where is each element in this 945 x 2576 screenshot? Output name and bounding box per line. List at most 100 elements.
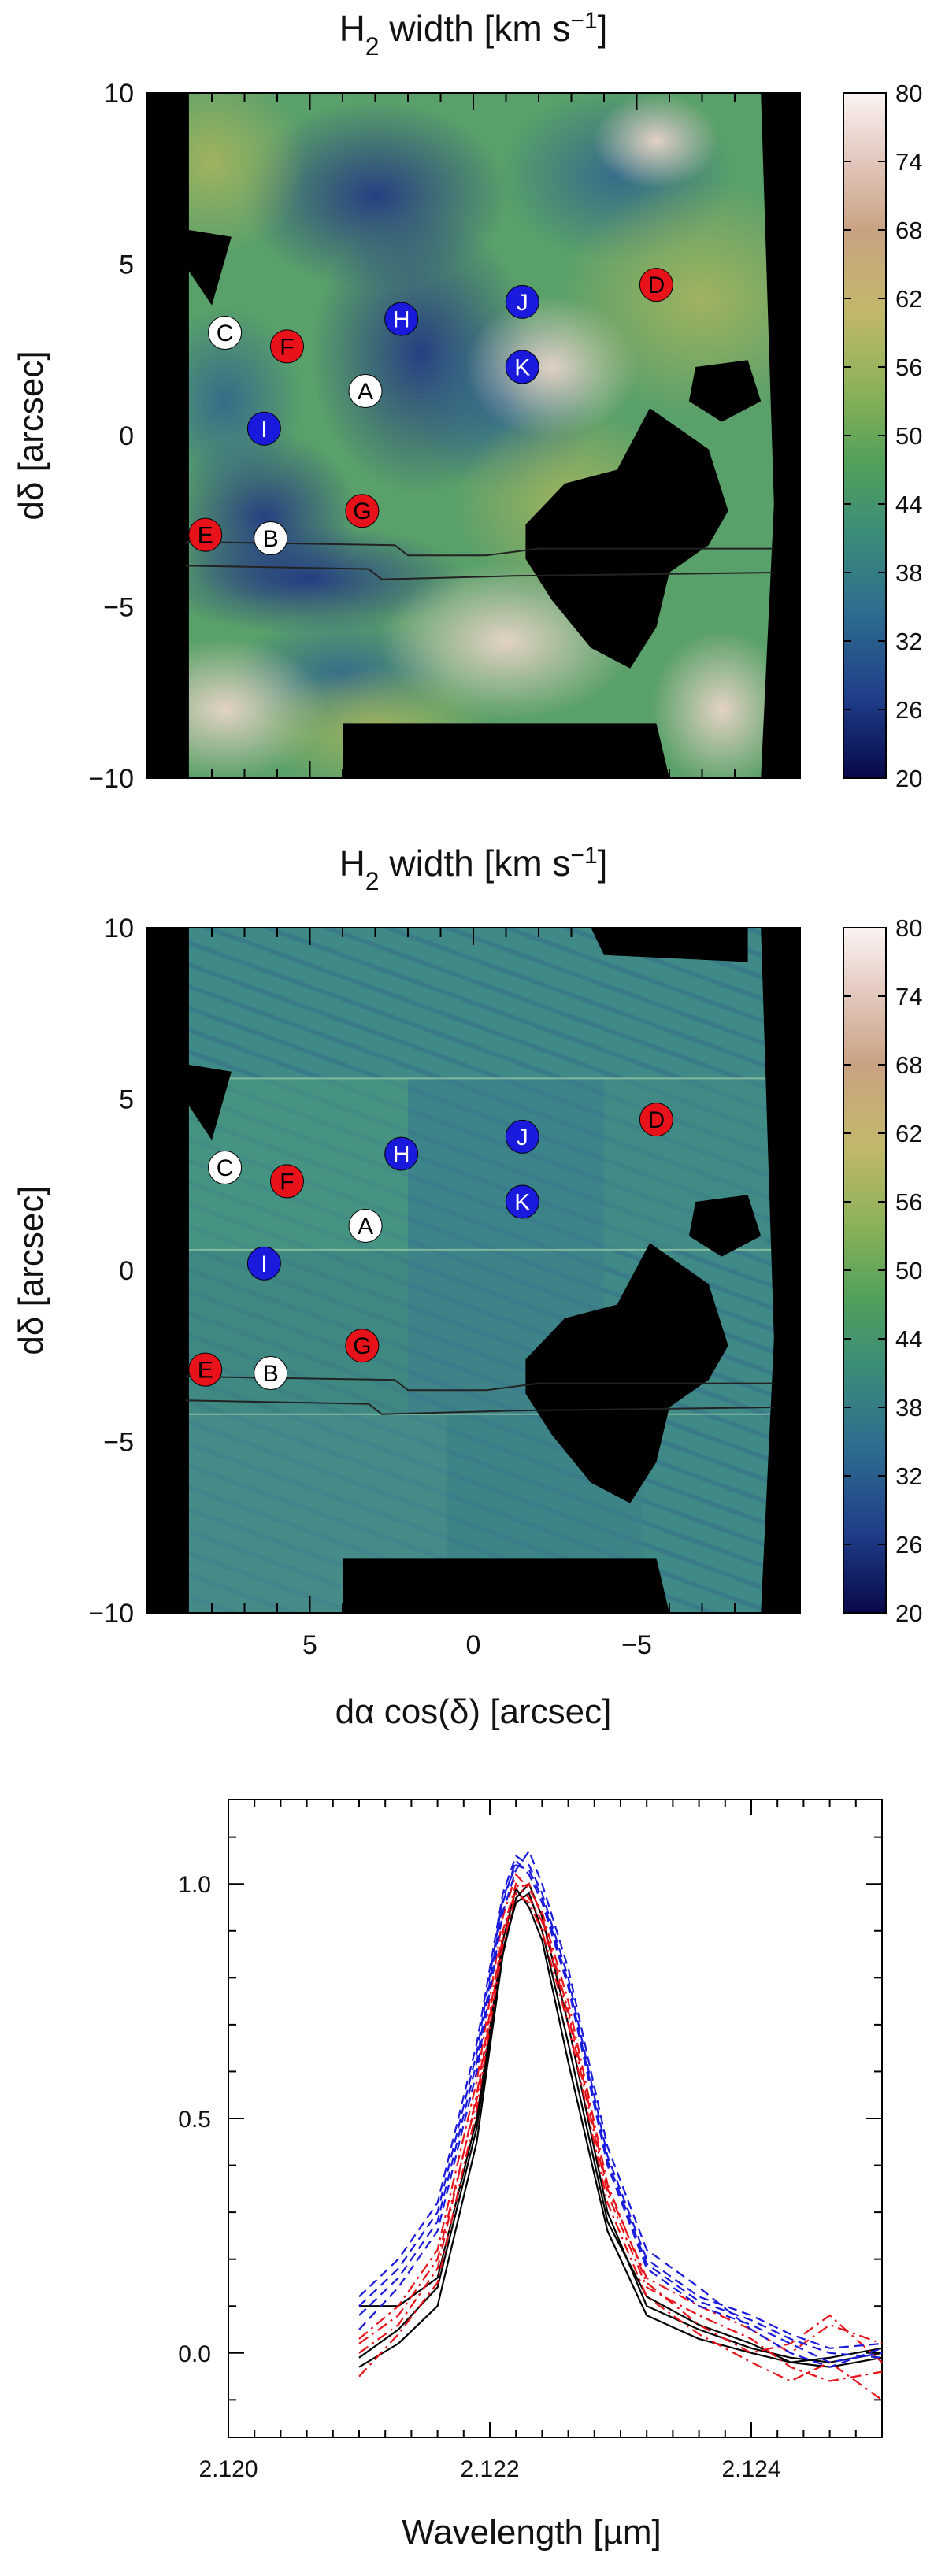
marker-label-d: D: [648, 1107, 665, 1133]
colorbar-tick-label: 20: [895, 765, 922, 792]
colorbar-tick-label: 74: [895, 983, 922, 1010]
marker-g: [345, 1329, 380, 1363]
marker-i: [246, 1246, 281, 1281]
colorbar-tick-label: 62: [895, 1120, 922, 1147]
marker-label-k: K: [514, 355, 530, 381]
marker-j: [505, 1119, 539, 1154]
marker-label-h: H: [393, 1142, 410, 1168]
colorbar-tick-label: 38: [895, 1394, 922, 1421]
masked-region: [146, 928, 232, 1613]
map-tile: [185, 1249, 409, 1414]
colorbar-tick-label: 56: [895, 1188, 922, 1216]
marker-label-h: H: [393, 307, 410, 333]
spectrum-line-10: [358, 1849, 883, 2368]
y-tick-label: −5: [103, 593, 134, 623]
y-tick-label: 10: [104, 914, 134, 943]
colorbar-tick-label: 80: [895, 914, 922, 942]
x-axis-label: Wavelength [µm]: [402, 2513, 661, 2552]
contour-line: [185, 540, 774, 557]
y-tick-label: 10: [104, 79, 134, 109]
map-title: H2 width [km s−1]: [339, 8, 608, 61]
marker-k: [505, 350, 539, 384]
x-tick-label: 5: [302, 1630, 317, 1660]
marker-label-d: D: [648, 272, 665, 298]
marker-label-g: G: [353, 499, 371, 524]
y-tick-label: −10: [88, 1599, 134, 1629]
masked-region: [591, 928, 748, 962]
colorbar-tick-label: 32: [895, 1462, 922, 1490]
marker-label-f: F: [280, 334, 294, 360]
masked-region: [525, 408, 728, 669]
colorbar-tick-label: 26: [895, 1531, 922, 1559]
marker-label-b: B: [263, 1361, 279, 1387]
map-region: [560, 180, 800, 417]
marker-label-e: E: [198, 523, 213, 549]
colorbar-tick-label: 74: [895, 148, 922, 176]
x-tick-label: 0: [466, 1630, 481, 1660]
colorbar-tick-label: 62: [895, 285, 922, 313]
panel-line-profiles: 2.120 2.122 2.124 0.0 0.5 1.0 Wavelength [µm]: [178, 1799, 883, 2552]
colorbar-tick-label: 44: [895, 491, 922, 518]
spectrum-line-4: [358, 1882, 883, 2382]
masked-region: [688, 360, 762, 422]
marker-i: [246, 411, 281, 446]
marker-a: [348, 373, 383, 408]
marker-e: [188, 1352, 223, 1387]
map-image: [146, 928, 800, 1613]
marker-c: [208, 316, 243, 350]
spectra-frame: [228, 1799, 883, 2438]
y-tick-label: −5: [103, 1428, 134, 1458]
spectrum-line-5: [358, 1873, 883, 2363]
contour-line: [185, 1375, 774, 1392]
spectrum-line-7: [358, 1882, 883, 2355]
y-axis-label: dδ [arcsec]: [12, 1185, 50, 1355]
colorbar-tick-label: 38: [895, 559, 922, 587]
contour-line: [185, 1399, 774, 1415]
marker-label-c: C: [217, 321, 234, 347]
colorbar-tick-label: 56: [895, 354, 922, 381]
map-image: [146, 93, 800, 778]
marker-b: [254, 1356, 288, 1390]
map-region: [593, 93, 720, 188]
marker-label-i: I: [261, 417, 267, 443]
y-tick-label: 0.5: [178, 2107, 211, 2133]
colorbar-tick-label: 32: [895, 628, 922, 655]
colorbar-tick-label: 50: [895, 1257, 922, 1284]
marker-d: [639, 268, 673, 302]
marker-k: [505, 1184, 539, 1219]
x-tick-label: −5: [621, 1630, 652, 1660]
marker-label-a: A: [358, 1214, 373, 1240]
y-tick-label: 0.0: [178, 2341, 211, 2367]
y-tick-label: 0: [119, 421, 134, 451]
colorbar-tick-label: 44: [895, 1325, 922, 1353]
marker-label-c: C: [217, 1155, 234, 1181]
x-tick-label: 2.120: [198, 2456, 258, 2482]
marker-label-g: G: [353, 1333, 371, 1359]
marker-label-k: K: [514, 1190, 530, 1216]
masked-region: [343, 723, 669, 778]
spectrum-line-9: [358, 1854, 883, 2349]
colorbar-tick-label: 68: [895, 217, 922, 244]
colorbar-tick-label: 68: [895, 1051, 922, 1079]
map-region: [152, 524, 468, 635]
y-tick-label: −10: [88, 764, 134, 794]
marker-d: [639, 1103, 673, 1137]
spectrum-line-8: [358, 1859, 883, 2363]
marker-label-f: F: [280, 1169, 294, 1195]
marker-a: [348, 1208, 383, 1243]
marker-label-a: A: [358, 379, 373, 405]
y-tick-label: 5: [119, 1085, 134, 1115]
marker-h: [384, 1136, 419, 1171]
marker-j: [505, 284, 539, 319]
marker-label-i: I: [261, 1251, 267, 1277]
marker-h: [384, 302, 419, 336]
x-tick-label: 2.124: [721, 2456, 780, 2482]
marker-b: [254, 521, 288, 555]
x-axis-label: dα cos(δ) [arcsec]: [335, 1692, 612, 1731]
colorbar-tick-label: 20: [895, 1599, 922, 1627]
spectrum-line-6: [358, 1892, 883, 2401]
contour-line: [185, 565, 774, 580]
